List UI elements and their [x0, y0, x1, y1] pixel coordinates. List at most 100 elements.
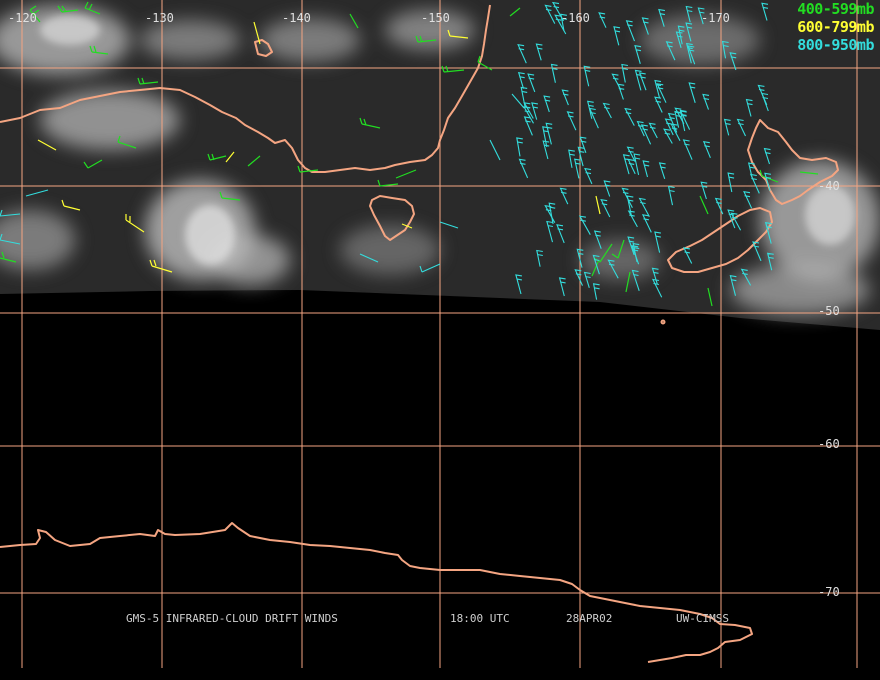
wind-barb-800-950mb [667, 185, 675, 206]
wind-barb-800-950mb [729, 275, 737, 296]
wind-barb-800-950mb [573, 158, 581, 179]
lon-label-170: -170 [701, 11, 730, 25]
wind-barb-800-950mb [651, 278, 663, 298]
coastlines [0, 4, 839, 663]
australia-coast [0, 4, 491, 173]
wind-barb-800-950mb [607, 259, 619, 279]
wind-barb-800-950mb [621, 187, 633, 209]
wind-barb-800-950mb [761, 2, 769, 21]
wind-barb-800-950mb [658, 162, 666, 179]
wind-barb-800-950mb [611, 73, 622, 91]
lon-label-140: -140 [282, 11, 311, 25]
antarctica-coast [0, 522, 753, 663]
wind-barb-800-950mb [626, 146, 636, 163]
wind-barb-800-950mb [593, 230, 602, 249]
lat-label-60: -60 [818, 437, 840, 451]
wind-barb-800-950mb [544, 204, 556, 223]
wind-barb-800-950mb [527, 73, 536, 93]
wind-barb-800-950mb [651, 267, 659, 285]
wind-barb-800-950mb [687, 45, 696, 65]
lon-label-120: -120 [8, 11, 37, 25]
nz-north-island-coast [747, 119, 839, 205]
wind-barb-800-950mb [559, 187, 569, 205]
wind-barb-800-950mb [627, 236, 635, 255]
wind-barb-800-950mb [675, 31, 683, 48]
wind-barb-800-950mb [632, 242, 640, 263]
legend-400-599mb: 400-599mb [797, 0, 874, 18]
wind-barb-800-950mb [626, 195, 634, 217]
wind-barb-800-950mb [727, 172, 735, 193]
tasmania-coast [369, 195, 415, 241]
wind-barb-800-950mb [752, 241, 762, 262]
wind-barb-800-950mb [627, 210, 638, 228]
wind-barb-800-950mb [523, 116, 533, 136]
wind-barb-800-950mb [641, 214, 652, 233]
wind-barb-800-950mb [677, 25, 685, 45]
wind-barb-800-950mb [736, 118, 746, 137]
wind-barb-800-950mb [743, 190, 753, 209]
wind-barb-800-950mb [654, 231, 662, 253]
wind-barb-800-950mb [721, 40, 729, 59]
wind-barb-800-950mb [603, 180, 611, 197]
wind-barb-800-950mb [747, 162, 755, 180]
wind-barb-800-950mb [561, 89, 569, 106]
wind-barb-800-950mb [714, 197, 724, 215]
wind-barb-800-950mb [517, 43, 527, 64]
legend-600-799mb: 600-799mb [797, 18, 874, 36]
footer-product: GMS-5 INFRARED-CLOUD DRIFT WINDS [126, 612, 338, 625]
wind-barb-800-950mb [642, 160, 650, 178]
wind-barb-800-950mb [568, 149, 575, 168]
wind-barb-800-950mb [667, 112, 678, 133]
lon-label-160: -160 [561, 11, 590, 25]
wind-barb-800-950mb [621, 63, 629, 83]
wind-barb-800-950mb [688, 82, 696, 103]
wind-barb-800-950mb [763, 147, 771, 165]
wind-barb-800-950mb [634, 69, 642, 91]
footer-source: UW-CIMSS [676, 612, 729, 625]
wind-barb-800-950mb [516, 137, 523, 157]
wind-barb-800-950mb [697, 7, 705, 25]
wind-barb-800-950mb [518, 158, 529, 179]
wind-barb-800-950mb [588, 107, 599, 129]
wind-barb-800-950mb [656, 83, 667, 103]
wind-barb-800-950mb [638, 197, 650, 218]
wind-barb-800-950mb [579, 136, 587, 153]
wind-barb-800-950mb [536, 249, 543, 267]
wind-barb-800-950mb [578, 215, 591, 235]
wind-barb-800-950mb [598, 12, 607, 28]
wind-barb-800-950mb [663, 128, 673, 144]
wind-barb-800-950mb [535, 43, 543, 61]
wind-barb-800-950mb [592, 283, 600, 300]
wind-barb-800-950mb [550, 63, 558, 83]
wind-barb-800-950mb [685, 42, 693, 64]
wind-barb-800-950mb [574, 269, 584, 286]
wind-barb-800-950mb [520, 86, 528, 107]
wind-barb-800-950mb [546, 220, 554, 243]
wind-barb-800-950mb [749, 173, 760, 194]
lon-label-130: -130 [145, 11, 174, 25]
lat-label-70: -70 [818, 585, 840, 599]
wind-barb-800-950mb [702, 93, 710, 110]
wind-barb-800-950mb [577, 146, 585, 167]
wind-barb-800-950mb [517, 72, 525, 89]
wind-barb-800-950mb [558, 277, 566, 297]
wind-barb-800-950mb [670, 123, 681, 142]
nz-south-island-coast [667, 207, 773, 273]
footer-time: 18:00 UTC [450, 612, 510, 625]
wind-barb-800-950mb [702, 140, 711, 159]
wind-barb-800-950mb [613, 26, 621, 46]
lat-label-40: -40 [818, 179, 840, 193]
footer-caption: GMS-5 INFRARED-CLOUD DRIFT WINDS 18:00 U… [0, 613, 880, 678]
wind-barb-800-950mb [554, 14, 567, 35]
wind-barb-800-950mb [641, 17, 649, 35]
wind-barb-800-950mb [583, 65, 591, 87]
wind-barb-800-950mb [627, 158, 636, 175]
wind-barb-800-950mb [730, 212, 742, 231]
wind-barb-800-950mb [682, 139, 693, 160]
wind-barb-800-950mb [764, 222, 772, 244]
wind-barb-800-950mb [764, 172, 772, 191]
wind-barb-800-950mb [682, 247, 693, 264]
wind-barb-800-950mb [551, 1, 564, 22]
